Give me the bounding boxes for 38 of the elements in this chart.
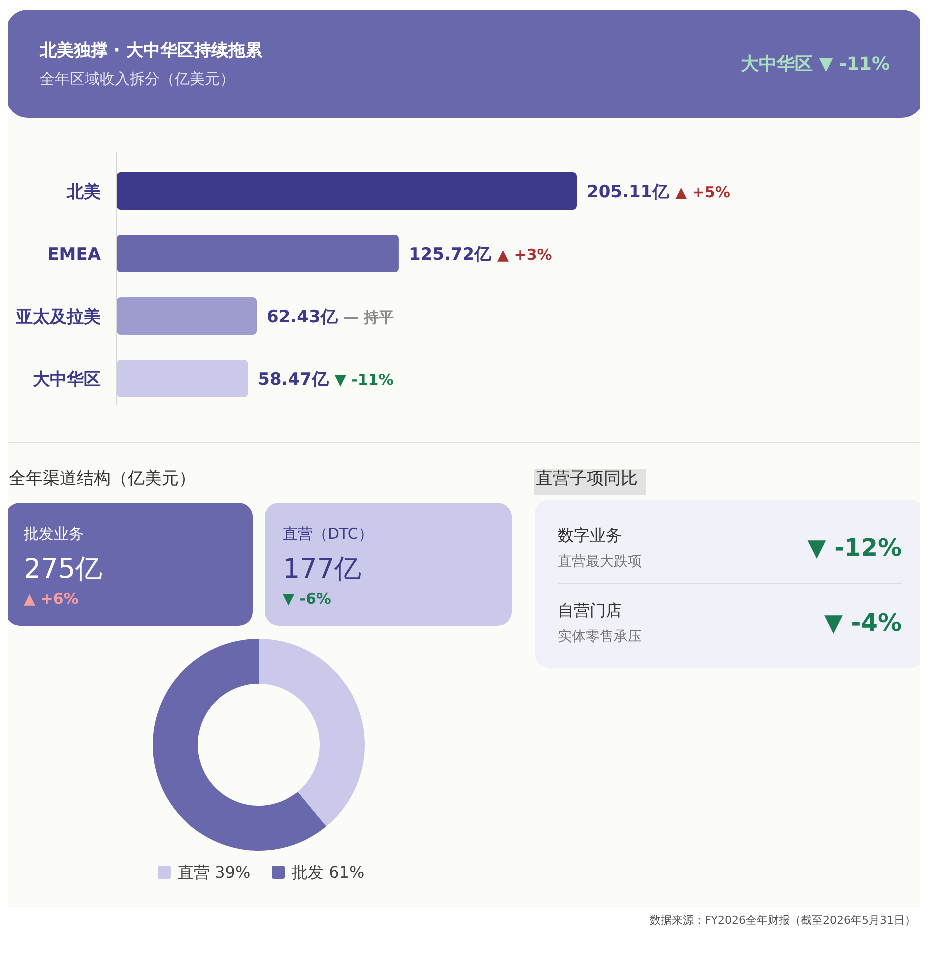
legend-label: 直营 39%	[178, 863, 251, 882]
text: 直营最大跌项	[558, 554, 642, 570]
text: 直营子项同比	[536, 469, 638, 489]
text: 实体零售承压	[558, 629, 642, 645]
text: 自营门店	[558, 601, 622, 620]
donut-slice	[153, 639, 327, 851]
legend-label: 批发 61%	[292, 863, 365, 882]
text: 大中华区 ▼ -11%	[740, 54, 890, 75]
data-label: 125.72亿	[408, 244, 493, 265]
chart-title: 北美独撑 · 大中华区持续拖累	[39, 41, 264, 61]
annotation: ▼ -11%	[334, 370, 394, 389]
text: 275亿	[24, 554, 103, 585]
data-label: 58.47亿	[258, 370, 330, 390]
y-tick-label: EMEA	[48, 244, 102, 265]
text: ▼ -6%	[283, 590, 332, 608]
text: ▼ -4%	[824, 609, 902, 637]
text: ▲ +6%	[24, 590, 79, 608]
text: 直营（DTC）	[283, 525, 374, 543]
text: 数字业务	[558, 526, 622, 545]
y-tick-label: 北美	[66, 182, 101, 202]
data-label: 205.11亿	[587, 182, 671, 202]
annotation: — 持平	[344, 308, 394, 326]
donut-slice	[259, 639, 365, 827]
chart-subtitle: 全年区域收入拆分（亿美元）	[40, 70, 235, 88]
bar	[117, 298, 258, 335]
chart-title: 全年渠道结构（亿美元）	[9, 469, 196, 489]
text: 177亿	[283, 554, 362, 585]
text: ▼ -12%	[808, 534, 902, 562]
annotation: ▲ +3%	[498, 246, 552, 264]
y-tick-label: 亚太及拉美	[15, 307, 101, 328]
text: 批发业务	[24, 525, 84, 543]
bar	[117, 172, 577, 210]
bar	[117, 360, 248, 398]
data-label: 62.43亿	[267, 307, 339, 328]
bar	[117, 235, 399, 272]
y-tick-label: 大中华区	[33, 370, 101, 390]
text: ▲ +5%	[676, 183, 730, 202]
source-note: 数据来源：FY2026全年财报（截至2026年5月31日）	[650, 914, 916, 927]
